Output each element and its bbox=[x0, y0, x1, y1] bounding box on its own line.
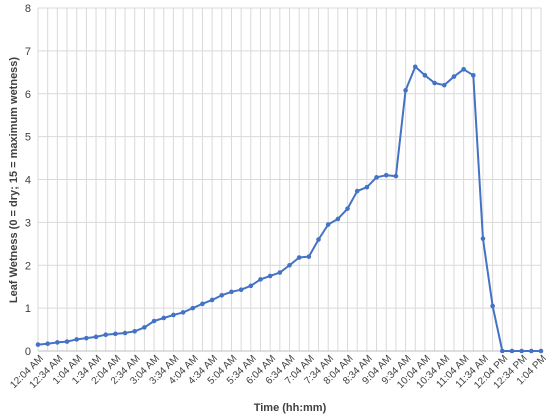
data-point bbox=[151, 318, 157, 324]
data-point bbox=[490, 303, 495, 309]
data-point bbox=[374, 175, 379, 180]
data-point bbox=[122, 330, 128, 336]
data-point bbox=[325, 222, 331, 227]
data-point bbox=[209, 297, 215, 303]
data-point bbox=[142, 325, 147, 330]
y-tick-label: 1 bbox=[25, 303, 31, 315]
data-point bbox=[461, 67, 466, 72]
data-point bbox=[180, 310, 186, 315]
data-point bbox=[132, 328, 138, 334]
data-point bbox=[441, 82, 447, 88]
data-point bbox=[364, 184, 370, 190]
y-tick-label: 0 bbox=[25, 346, 31, 358]
data-point bbox=[84, 335, 89, 341]
y-tick-label: 5 bbox=[25, 132, 31, 144]
data-point bbox=[383, 172, 389, 178]
data-point bbox=[277, 270, 283, 275]
data-point bbox=[422, 73, 428, 78]
data-point bbox=[306, 254, 312, 259]
data-point bbox=[238, 287, 244, 292]
data-point bbox=[354, 188, 360, 194]
data-point bbox=[335, 216, 341, 222]
x-axis-title: Time (hh:mm) bbox=[254, 402, 327, 414]
data-point bbox=[35, 342, 41, 347]
data-point bbox=[190, 305, 196, 311]
data-point bbox=[412, 64, 418, 70]
data-point bbox=[113, 331, 118, 337]
data-point bbox=[93, 334, 99, 340]
data-point bbox=[403, 88, 408, 93]
data-point bbox=[258, 277, 263, 282]
y-axis-title: Leaf Wetness (0 = dry; 15 = maximum wetn… bbox=[8, 57, 20, 304]
data-point bbox=[103, 332, 109, 338]
data-point bbox=[64, 339, 70, 344]
y-tick-label: 4 bbox=[25, 175, 31, 187]
data-point bbox=[287, 262, 292, 268]
data-point bbox=[519, 348, 524, 354]
data-point bbox=[74, 337, 79, 342]
y-tick-label: 8 bbox=[25, 3, 31, 15]
data-point bbox=[345, 206, 350, 211]
y-tick-label: 6 bbox=[25, 89, 31, 101]
y-tick-label: 3 bbox=[25, 217, 31, 229]
data-point bbox=[480, 236, 486, 241]
data-point bbox=[509, 348, 515, 354]
data-point bbox=[529, 348, 534, 354]
data-point bbox=[248, 283, 254, 289]
data-point bbox=[500, 348, 505, 354]
data-point bbox=[296, 255, 302, 260]
y-axis-tick-labels: 0 1 2 3 4 5 6 7 8 bbox=[25, 3, 31, 358]
data-point bbox=[470, 73, 476, 78]
data-point bbox=[393, 173, 399, 179]
data-point bbox=[316, 237, 321, 242]
data-point bbox=[451, 74, 457, 79]
series-markers bbox=[35, 64, 544, 354]
data-point bbox=[219, 292, 225, 298]
data-point bbox=[267, 273, 273, 279]
y-tick-label: 2 bbox=[25, 260, 31, 272]
data-point bbox=[45, 341, 50, 347]
data-point bbox=[432, 80, 437, 86]
y-tick-label: 7 bbox=[25, 46, 31, 58]
data-point bbox=[538, 348, 544, 354]
data-point bbox=[55, 340, 60, 345]
data-point bbox=[200, 301, 205, 307]
data-point bbox=[161, 315, 167, 321]
data-point bbox=[171, 312, 176, 318]
data-point bbox=[229, 289, 234, 295]
